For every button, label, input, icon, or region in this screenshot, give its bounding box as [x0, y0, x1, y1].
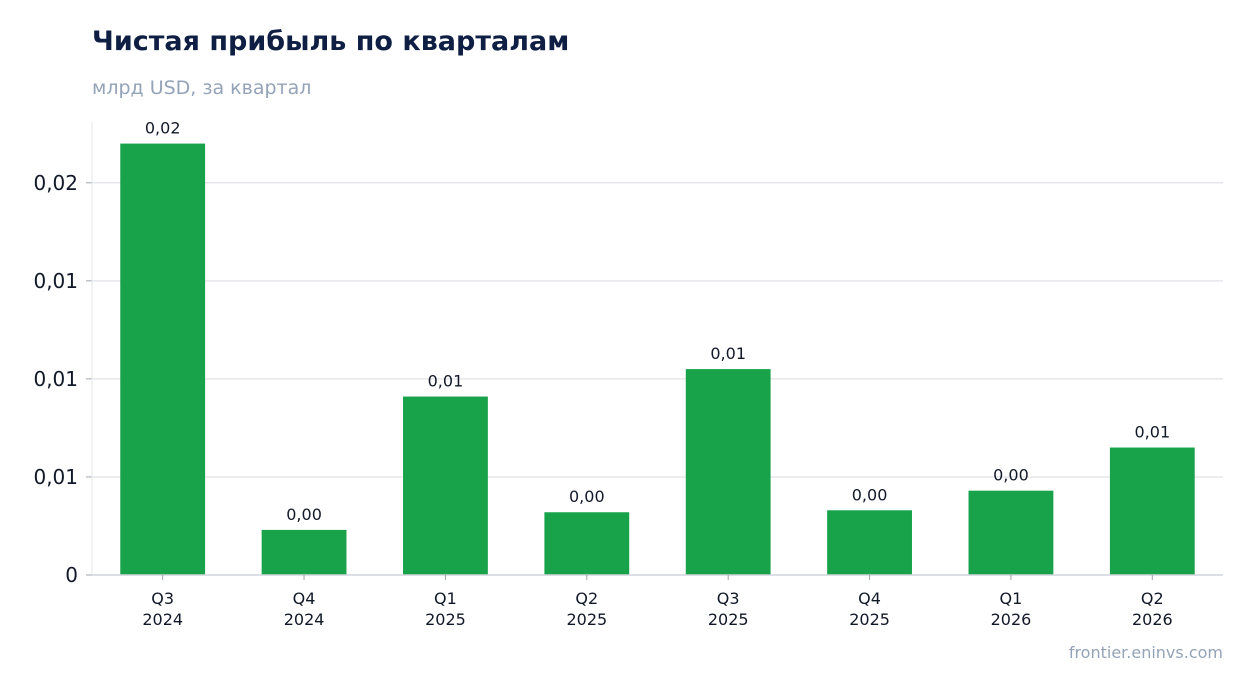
data-label: 0,00 [569, 487, 605, 506]
bar [403, 396, 488, 575]
data-label: 0,02 [145, 119, 181, 138]
bar [968, 490, 1054, 575]
y-tick-label: 0,01 [33, 269, 78, 293]
x-tick-label-year: 2025 [425, 610, 466, 629]
x-tick-label-quarter: Q2 [575, 589, 598, 608]
source-credit: frontier.eninvs.com [1068, 643, 1223, 662]
bar [544, 512, 630, 575]
data-label: 0,01 [1135, 423, 1171, 442]
x-tick-label-quarter: Q1 [434, 589, 457, 608]
grid-lines [92, 182, 1223, 478]
x-tick-label-year: 2025 [849, 610, 890, 629]
y-tick-label: 0,02 [33, 171, 78, 195]
data-label: 0,01 [428, 372, 464, 391]
x-tick-label-quarter: Q4 [293, 589, 316, 608]
x-tick-label-year: 2024 [284, 610, 325, 629]
x-tick-label-year: 2025 [566, 610, 607, 629]
bars [120, 143, 1195, 576]
x-tick-label-quarter: Q2 [1141, 589, 1164, 608]
data-label: 0,00 [852, 485, 888, 504]
x-tick-label-quarter: Q3 [151, 589, 174, 608]
bar [261, 529, 347, 575]
x-tick-label-year: 2025 [708, 610, 749, 629]
data-label: 0,00 [286, 505, 322, 524]
x-tick-label-year: 2026 [991, 610, 1032, 629]
chart-title: Чистая прибыль по кварталам [92, 26, 570, 57]
y-tick-label: 0,01 [33, 465, 78, 489]
data-label: 0,01 [710, 344, 746, 363]
x-tick-label-quarter: Q4 [858, 589, 881, 608]
x-tick-label-year: 2026 [1132, 610, 1173, 629]
bar [120, 143, 206, 576]
x-tick-label-quarter: Q1 [1000, 589, 1023, 608]
x-tick-label-year: 2024 [142, 610, 183, 629]
y-tick-label: 0,01 [33, 367, 78, 391]
bar [685, 369, 771, 575]
y-tick-label: 0 [65, 563, 78, 587]
data-label: 0,00 [993, 466, 1029, 485]
chart-subtitle: млрд USD, за квартал [92, 77, 312, 99]
bar [1109, 447, 1195, 575]
x-tick-label-quarter: Q3 [717, 589, 740, 608]
labels: 0 0,01 0,01 0,01 0,02 0,02 Q3 2024 0,00 Q4 2024 0,0… [33, 119, 1172, 629]
axes [86, 122, 1223, 580]
bar [827, 510, 912, 575]
